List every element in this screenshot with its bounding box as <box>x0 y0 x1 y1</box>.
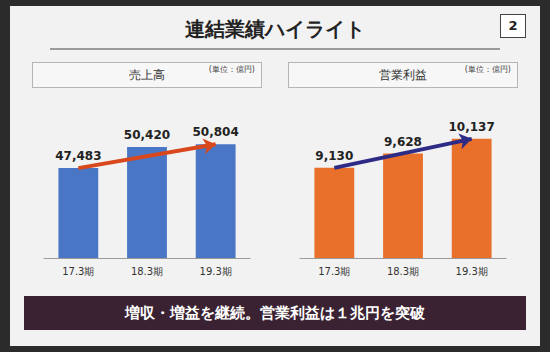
svg-text:50,420: 50,420 <box>124 128 170 142</box>
html-text:増収・増益を継続。営業利益は１兆円を突破: 増収・増益を継続。営業利益は１兆円を突破 <box>125 304 425 322</box>
html-text:連結業績ハイライト: 連結業績ハイライト <box>185 17 365 41</box>
svg-text:47,483: 47,483 <box>55 149 101 163</box>
html-text:2: 2 <box>508 18 518 33</box>
svg-text:17.3期: 17.3期 <box>318 266 350 277</box>
svg-text:9,628: 9,628 <box>384 135 422 149</box>
svg-text:10,137: 10,137 <box>449 120 495 134</box>
svg-text:19.3期: 19.3期 <box>456 266 488 277</box>
svg-text:17.3期: 17.3期 <box>62 266 94 277</box>
html-text:営業利益: 営業利益 <box>379 68 427 82</box>
svg-text:18.3期: 18.3期 <box>387 266 419 277</box>
html-text:(単位：億円): (単位：億円) <box>464 65 511 74</box>
svg-text:50,804: 50,804 <box>193 125 239 139</box>
svg-text:19.3期: 19.3期 <box>200 266 232 277</box>
svg-text:9,130: 9,130 <box>315 149 353 163</box>
html-text:(単位：億円): (単位：億円) <box>208 65 255 74</box>
svg-text:18.3期: 18.3期 <box>131 266 163 277</box>
html-text:売上高: 売上高 <box>129 68 165 82</box>
